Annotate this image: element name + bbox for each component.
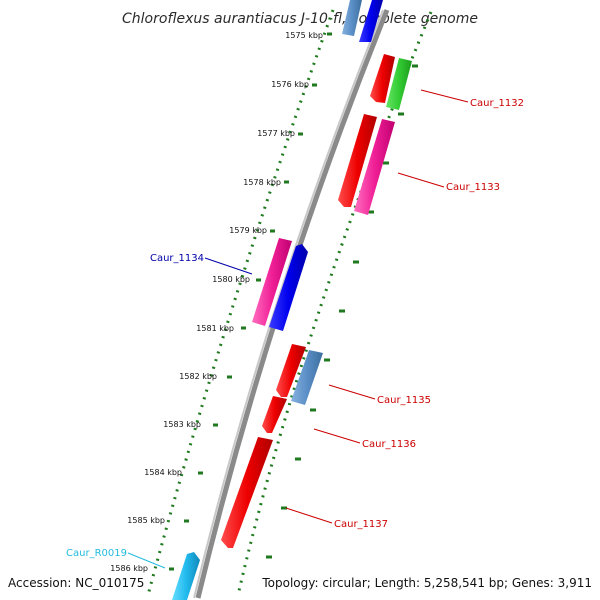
genome-backbone-shadow (193, 9, 384, 599)
gene-label-caur-1137[interactable]: Caur_1137 (334, 519, 388, 530)
tick-label: 1580 kbp (212, 275, 250, 284)
diagram-title: Chloroflexus aurantiacus J-10-fl, comple… (122, 11, 478, 27)
tick-label: 1583 kbp (163, 420, 201, 429)
gene-features-outer (221, 0, 412, 548)
gene-feature-steel-top[interactable] (342, 0, 362, 36)
gene-feature-steel-2[interactable] (291, 350, 323, 405)
callout-lines (127, 89, 469, 569)
tick-label: 1575 kbp (285, 31, 323, 40)
tick-label: 1584 kbp (144, 468, 182, 477)
outer-ruler-track (236, 11, 433, 596)
gene-labels: Caur_1132 Caur_1133 Caur_1134 Caur_1135 … (66, 98, 524, 559)
gene-feature-red-1[interactable] (370, 54, 395, 103)
gene-label-caur-1135[interactable]: Caur_1135 (377, 395, 431, 406)
tick-marks (169, 32, 332, 571)
gene-label-caur-1132[interactable]: Caur_1132 (470, 98, 524, 109)
tick-label: 1576 kbp (271, 80, 309, 89)
gene-feature-blue-top[interactable] (359, 0, 383, 42)
gene-feature-cyan[interactable] (172, 552, 200, 600)
tick-label: 1581 kbp (196, 324, 234, 333)
tick-label: 1582 kbp (179, 372, 217, 381)
gene-feature-red-2[interactable] (338, 114, 377, 207)
gene-feature-pink-1[interactable] (354, 119, 395, 215)
gene-feature-pink-2[interactable] (252, 238, 292, 326)
tick-labels: 1575 kbp 1576 kbp 1577 kbp 1578 kbp 1579… (110, 31, 323, 573)
tick-label: 1579 kbp (229, 226, 267, 235)
accession-label: Accession: NC_010175 (8, 576, 144, 590)
genome-summary: Topology: circular; Length: 5,258,541 bp… (261, 576, 592, 590)
tick-label: 1577 kbp (257, 129, 295, 138)
tick-label: 1578 kbp (243, 178, 281, 187)
gene-feature-red-3[interactable] (276, 344, 306, 397)
gene-feature-red-5[interactable] (221, 437, 273, 548)
tick-label: 1586 kbp (110, 564, 148, 573)
tick-label: 1585 kbp (127, 516, 165, 525)
gene-label-caur-1133[interactable]: Caur_1133 (446, 182, 500, 193)
outer-tick-marks (266, 64, 418, 559)
gene-feature-red-4[interactable] (262, 396, 287, 433)
gene-label-caur-1134[interactable]: Caur_1134 (150, 253, 204, 264)
gene-label-caur-r0019[interactable]: Caur_R0019 (66, 548, 127, 559)
gene-features-inner (172, 238, 308, 600)
gene-feature-blue-2[interactable] (269, 244, 308, 331)
gene-label-caur-1136[interactable]: Caur_1136 (362, 439, 416, 450)
gene-feature-green[interactable] (386, 58, 412, 110)
